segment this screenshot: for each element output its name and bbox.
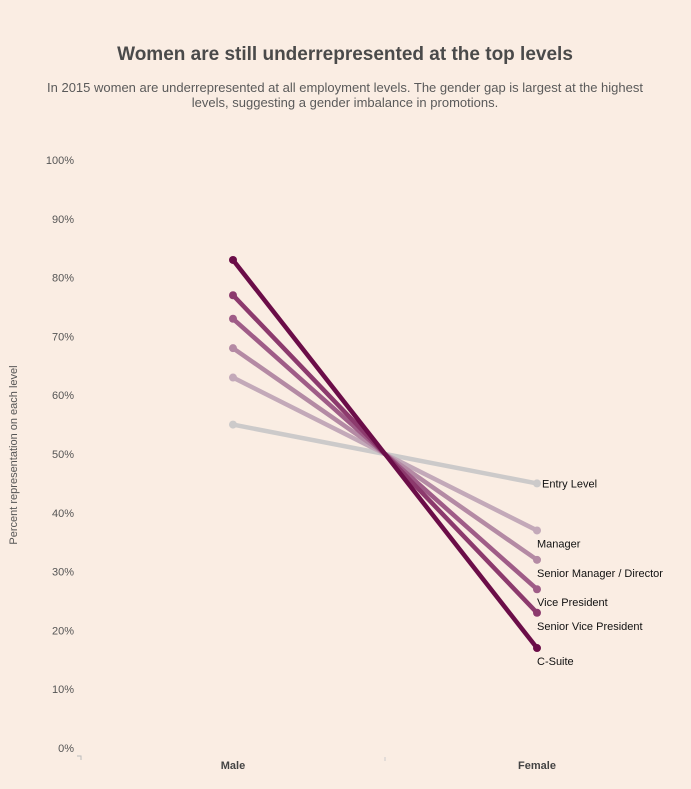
y-tick-label: 60% bbox=[52, 390, 74, 402]
series-label: Vice President bbox=[537, 597, 608, 609]
data-point-female bbox=[533, 608, 541, 617]
series-label: Senior Vice President bbox=[537, 621, 643, 633]
series-label: Senior Manager / Director bbox=[537, 568, 663, 580]
y-tick-label: 0% bbox=[58, 743, 74, 755]
y-tick-label: 10% bbox=[52, 684, 74, 696]
data-point-male bbox=[229, 255, 237, 264]
y-tick-label: 90% bbox=[52, 214, 74, 226]
data-point-male bbox=[229, 420, 237, 429]
series-label: C-Suite bbox=[537, 656, 574, 668]
axis-corner bbox=[77, 755, 82, 760]
y-tick-label: 80% bbox=[52, 273, 74, 285]
series-senior-manager-director: Senior Manager / Director bbox=[229, 344, 663, 580]
data-point-female bbox=[533, 479, 541, 488]
chart-title: Women are still underrepresented at the … bbox=[117, 44, 573, 65]
chart-subtitle-line-1: In 2015 women are underrepresented at al… bbox=[47, 80, 643, 95]
y-tick-label: 100% bbox=[46, 155, 74, 167]
data-point-male bbox=[229, 373, 237, 382]
chart-subtitle-line-2: levels, suggesting a gender imbalance in… bbox=[192, 95, 498, 110]
y-tick-label: 50% bbox=[52, 449, 74, 461]
series-label: Manager bbox=[537, 538, 581, 550]
x-tick-label: Male bbox=[221, 760, 245, 772]
data-point-female bbox=[533, 644, 541, 653]
series-c-suite: C-Suite bbox=[229, 255, 574, 668]
y-tick-label: 40% bbox=[52, 508, 74, 520]
y-tick-label: 70% bbox=[52, 331, 74, 343]
series-label: Entry Level bbox=[542, 478, 597, 490]
data-point-female bbox=[533, 526, 541, 535]
data-point-female bbox=[533, 555, 541, 564]
y-axis-label: Percent representation on each level bbox=[8, 365, 20, 544]
data-point-female bbox=[533, 585, 541, 594]
data-point-male bbox=[229, 344, 237, 353]
y-tick-label: 20% bbox=[52, 625, 74, 637]
series-line bbox=[231, 258, 539, 650]
data-point-male bbox=[229, 291, 237, 300]
data-point-male bbox=[229, 314, 237, 323]
x-tick-label: Female bbox=[518, 760, 556, 772]
y-tick-label: 30% bbox=[52, 567, 74, 579]
series-manager: Manager bbox=[229, 373, 581, 550]
